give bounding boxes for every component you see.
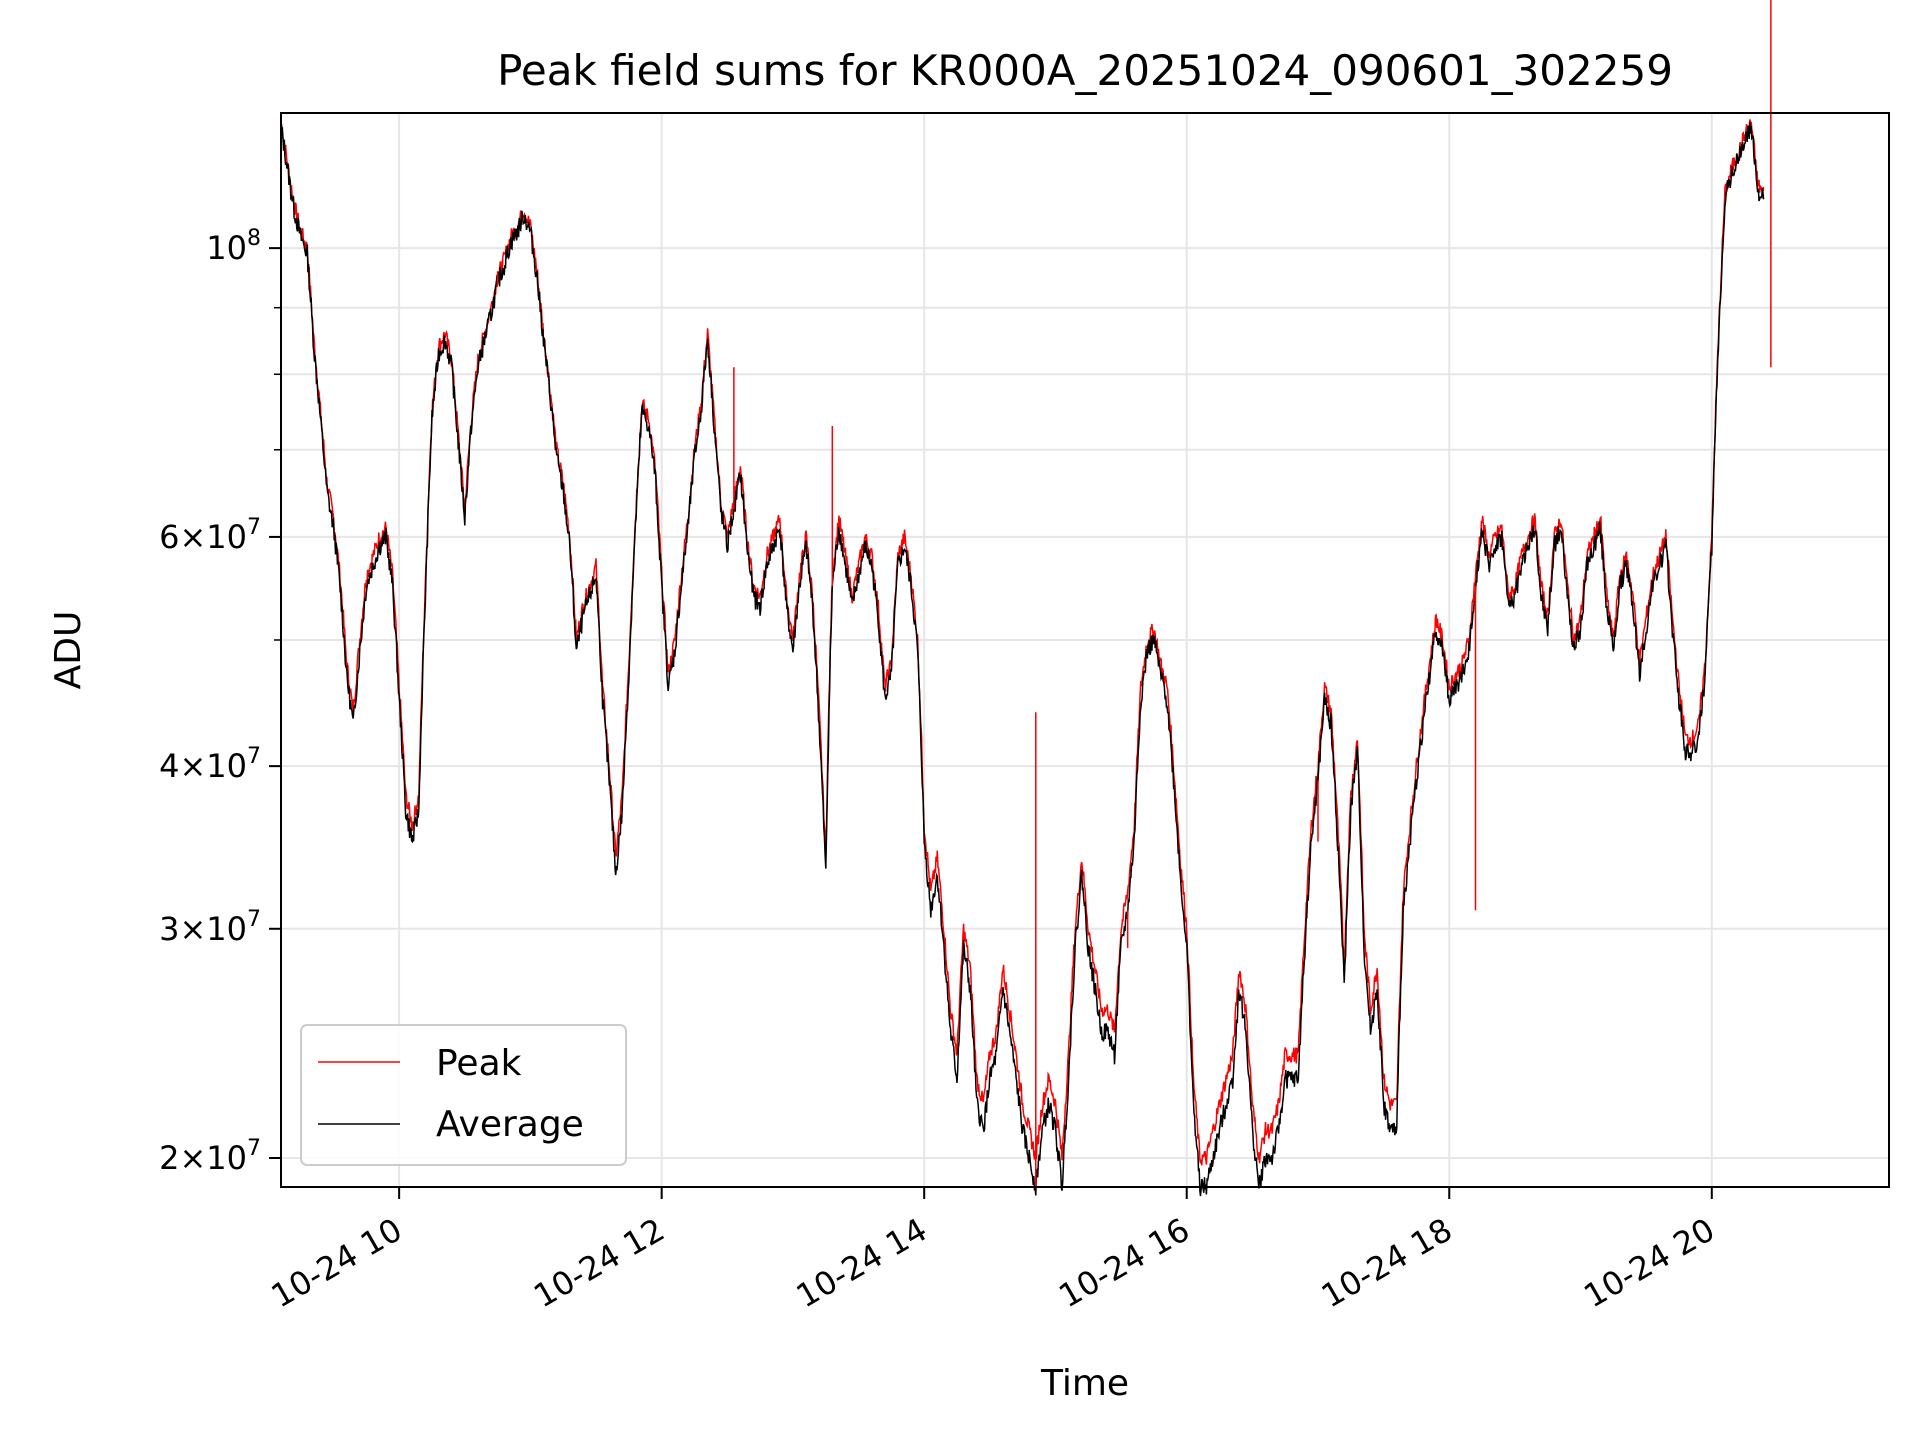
- grid: [281, 113, 1889, 1187]
- legend-peak-label: Peak: [436, 1043, 522, 1084]
- chart-title: Peak field sums for KR000A_20251024_0906…: [497, 46, 1673, 95]
- legend: Peak Average: [300, 1024, 627, 1166]
- y-tick-label: 3×107: [159, 907, 261, 948]
- legend-average-label: Average: [436, 1104, 584, 1145]
- plot-lines: [280, 0, 1772, 1197]
- legend-frame: [300, 1024, 627, 1166]
- x-axis-label: Time: [1040, 1363, 1129, 1404]
- average-series-line: [280, 121, 1765, 1197]
- y-tick-label: 4×107: [159, 744, 261, 785]
- peak-series-line: [280, 119, 1765, 1166]
- y-tick-label: 2×107: [159, 1136, 261, 1177]
- y-axis-label: ADU: [48, 611, 89, 690]
- y-tick-label: 6×107: [159, 515, 261, 556]
- y-tick-label: 108: [206, 226, 261, 267]
- plot-area-frame: [280, 112, 1890, 1188]
- y-axis: 2×107 3×107 4×107 6×107 108: [159, 226, 281, 1177]
